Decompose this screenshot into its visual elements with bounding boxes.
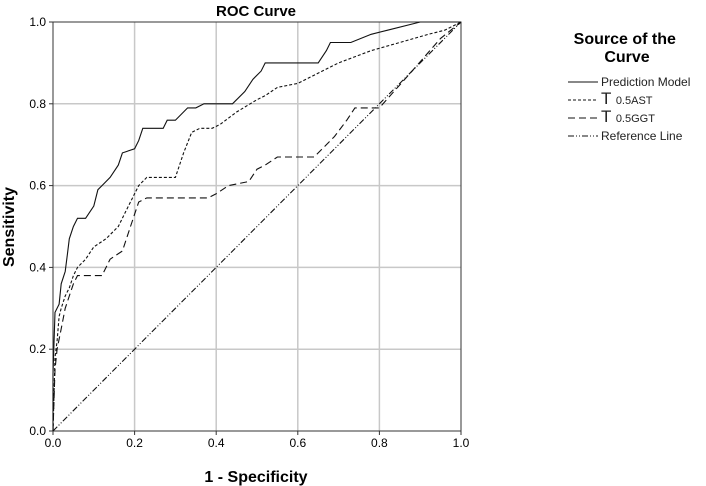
y-tick-label: 1.0 <box>29 15 46 29</box>
legend-label-sub: 0.5AST <box>616 95 653 107</box>
x-axis-title: 1 - Specificity <box>204 469 307 486</box>
chart-title: ROC Curve <box>216 3 296 20</box>
grid <box>53 22 461 431</box>
x-tick-label: 0.6 <box>289 436 306 450</box>
legend-title-line-1: Source of the <box>574 31 676 48</box>
x-tick-label: 0.8 <box>371 436 388 450</box>
series-line-2 <box>52 21 462 432</box>
x-tick-label: 0.0 <box>45 436 62 450</box>
legend-label-4: Reference Line <box>601 129 683 143</box>
x-tick-label: 0.2 <box>126 436 143 450</box>
series-line-1 <box>52 21 461 431</box>
y-tick-label: 0.8 <box>29 97 46 111</box>
legend-label-1: Prediction Model <box>601 75 690 89</box>
plot-frame <box>52 21 462 432</box>
legend-label-main: T <box>601 107 616 126</box>
y-tick-label: 0.6 <box>29 179 46 193</box>
y-axis-title: Sensitivity <box>1 187 18 267</box>
legend-label-sub: 0.5GGT <box>616 113 655 125</box>
legend-title-line-2: Curve <box>604 49 649 66</box>
x-tick-label: 1.0 <box>453 436 470 450</box>
axis-ticks: 0.0 0.2 0.4 0.6 0.8 1.0 0.0 0.2 0.4 0.6 0.8 1.0 <box>29 15 469 450</box>
y-tick-label: 0.4 <box>29 260 46 274</box>
series-line-3 <box>52 21 462 432</box>
legend-title: Source of the Curve <box>574 31 681 66</box>
x-tick-label: 0.4 <box>208 436 225 450</box>
series-layer <box>52 21 462 432</box>
y-tick-label: 0.0 <box>29 424 46 438</box>
legend-label-2: T 0.5AST <box>601 89 653 108</box>
legend-label-3: T 0.5GGT <box>601 107 655 126</box>
legend-label-main: T <box>601 89 616 108</box>
series-line-4 <box>52 21 462 432</box>
y-tick-label: 0.2 <box>29 342 46 356</box>
